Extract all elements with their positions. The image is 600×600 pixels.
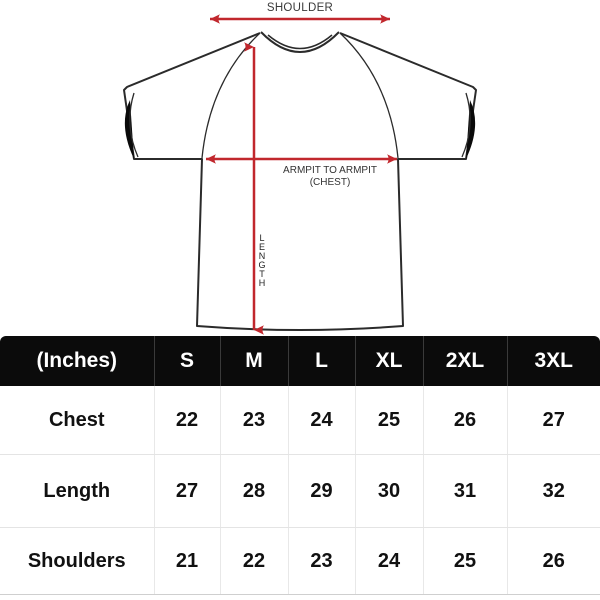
svg-text:SHOULDER: SHOULDER bbox=[267, 2, 333, 14]
svg-text:(CHEST): (CHEST) bbox=[310, 177, 351, 188]
svg-text:ARMPIT TO ARMPIT: ARMPIT TO ARMPIT bbox=[283, 165, 377, 176]
svg-text:H: H bbox=[259, 278, 266, 288]
